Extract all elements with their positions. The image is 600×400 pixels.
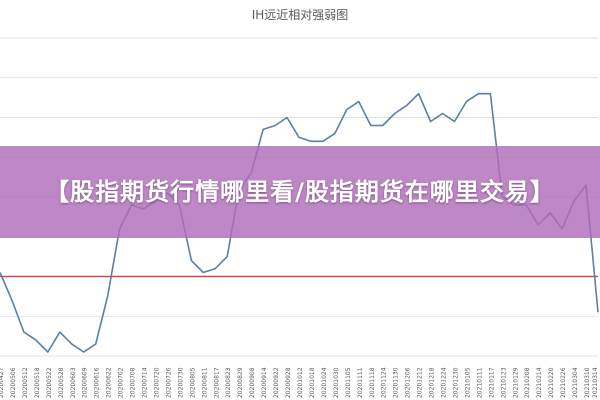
x-tick-label: 20200730 [177, 367, 184, 398]
chart-title: IH远近相对强弱图 [251, 8, 349, 22]
x-tick-label: 20210314 [592, 367, 599, 398]
x-tick-label: 20201206 [405, 367, 412, 398]
x-tick-label: 20200622 [106, 367, 113, 398]
x-tick-label: 20200616 [94, 367, 101, 398]
x-tick-label: 20210111 [476, 367, 483, 398]
x-tick-label: 20200817 [213, 367, 220, 398]
x-tick-label: 20200908 [249, 367, 256, 398]
x-tick-label: 20210214 [536, 367, 543, 398]
x-tick-label: 20200603 [70, 367, 77, 398]
x-tick-label: 20210304 [572, 367, 579, 398]
x-tick-label: 20210129 [512, 367, 519, 398]
overlay-banner[interactable]: 【股指期货行情哪里看/股指期货在哪里交易】 [0, 146, 600, 238]
x-tick-label: 20200702 [118, 367, 125, 398]
x-tick-label: 20201030 [333, 367, 340, 398]
x-tick-label: 20200714 [142, 367, 149, 398]
x-tick-label: 20210220 [548, 367, 555, 398]
x-tick-label: 20200922 [273, 367, 280, 398]
x-tick-label: 20200522 [46, 367, 53, 398]
x-tick-labels: 20200427 20200506 20200512 20200518 20200522… [0, 367, 599, 398]
banner-title: 【股指期货行情哪里看/股指期货在哪里交易】 [45, 178, 555, 206]
x-tick-label: 20201230 [452, 367, 459, 398]
x-tick-label: 20200720 [153, 367, 160, 398]
x-tick-label: 20200427 [0, 367, 5, 398]
x-tick-label: 20200928 [285, 367, 292, 398]
x-tick-label: 20210123 [500, 367, 507, 398]
x-tick-label: 20200528 [58, 367, 65, 398]
x-tick-label: 20210105 [464, 367, 471, 398]
x-tick-label: 20201118 [369, 367, 376, 398]
x-tick-label: 20200506 [10, 367, 17, 398]
x-tick-label: 20201124 [381, 367, 388, 398]
x-tick-label: 20210117 [488, 367, 495, 398]
x-tick-label: 20201111 [357, 367, 364, 398]
x-tick-label: 20200914 [261, 367, 268, 398]
x-tick-label: 20200823 [225, 367, 232, 398]
x-tick-label: 20200518 [34, 367, 41, 398]
x-tick-label: 20201224 [441, 367, 448, 398]
x-tick-label: 20201012 [297, 367, 304, 398]
x-tick-label: 20210226 [560, 367, 567, 398]
x-tick-label: 20200726 [165, 367, 172, 398]
x-tick-label: 20210310 [584, 367, 591, 398]
x-tick-label: 20200829 [237, 367, 244, 398]
x-tick-label: 20200512 [22, 367, 29, 398]
x-tick-label: 20200811 [201, 367, 208, 398]
x-tick-label: 20201218 [429, 367, 436, 398]
x-tick-label: 20201105 [345, 367, 352, 398]
x-tick-label: 20200708 [130, 367, 137, 398]
x-tick-label: 20201024 [321, 367, 328, 398]
x-tick-label: 20201018 [309, 367, 316, 398]
x-tick-label: 20201212 [417, 367, 424, 398]
x-tick-label: 20210208 [524, 367, 531, 398]
x-tick-label: 20200609 [82, 367, 89, 398]
x-tick-label: 20200805 [189, 367, 196, 398]
x-tick-label: 20201130 [393, 367, 400, 398]
